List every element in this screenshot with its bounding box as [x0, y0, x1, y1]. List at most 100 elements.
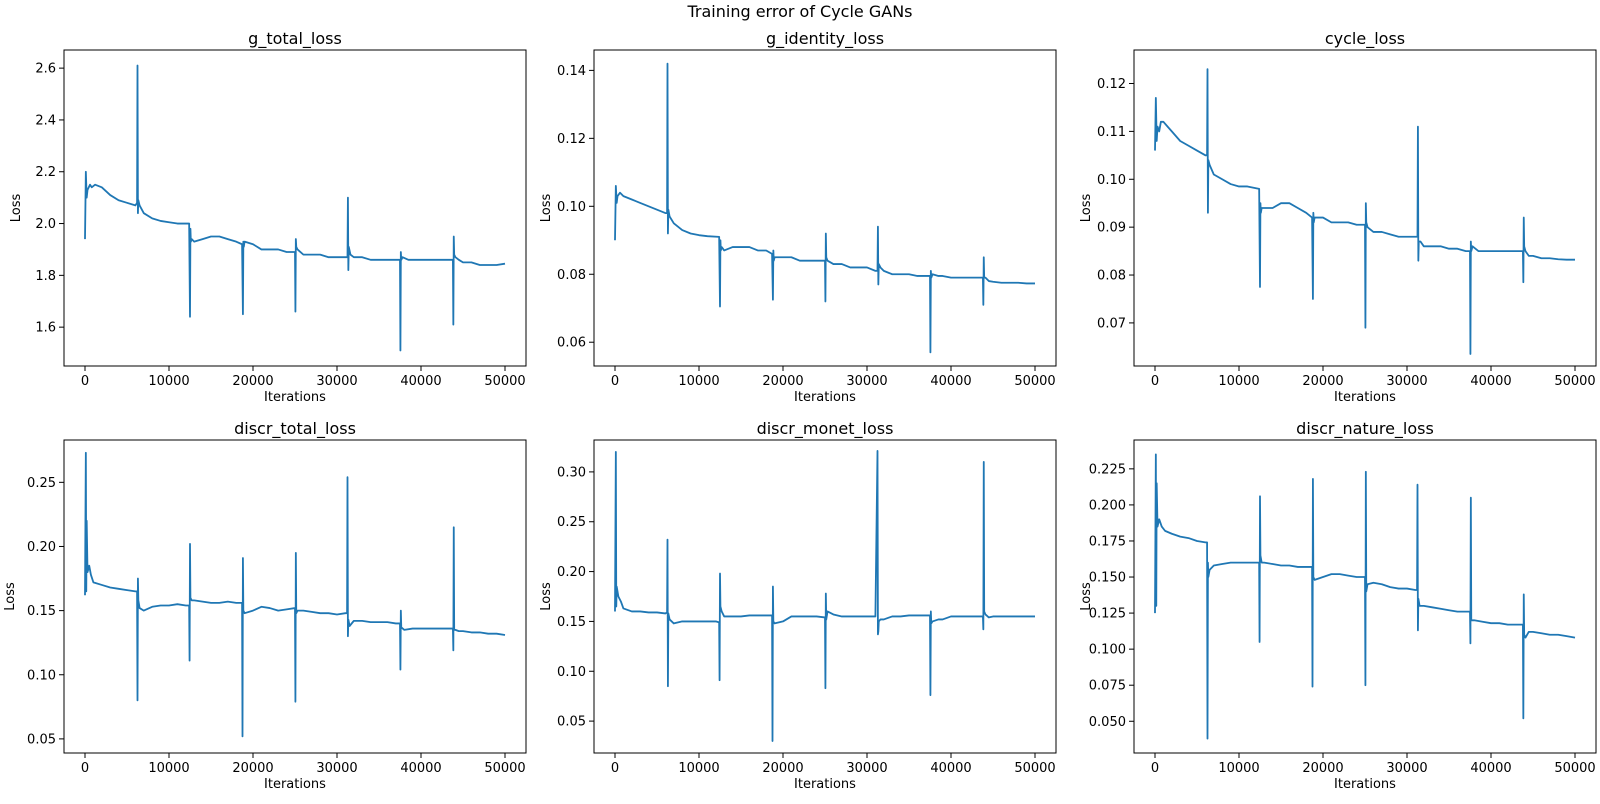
- axes-frame: [63, 439, 527, 754]
- y-tick-label: 0.09: [1097, 221, 1126, 236]
- x-tick-label: 50000: [1014, 374, 1055, 389]
- x-tick-label: 50000: [1554, 374, 1595, 389]
- x-axis-label: Iterations: [794, 390, 856, 405]
- y-tick-label: 0.11: [1097, 125, 1126, 140]
- x-tick-label: 0: [1151, 761, 1159, 776]
- subplot-cycle-loss: cycle_loss 0 10000 20000 30000 40000 50000 0.07…: [1079, 29, 1597, 405]
- y-tick-label: 0.050: [1089, 715, 1126, 730]
- y-tick-label: 0.05: [557, 715, 586, 730]
- series-line: [614, 450, 1035, 742]
- y-tick-label: 1.6: [35, 321, 56, 336]
- axes-frame: [63, 49, 527, 367]
- y-tick-label: 0.25: [27, 476, 56, 491]
- y-tick-label: 0.30: [557, 465, 586, 480]
- x-tick-label: 10000: [1218, 761, 1259, 776]
- y-tick-label: 0.10: [1097, 173, 1126, 188]
- x-tick-label: 20000: [762, 761, 803, 776]
- y-axis-label: Loss: [1079, 582, 1094, 611]
- subplot-title: discr_total_loss: [234, 419, 356, 439]
- y-tick-label: 0.25: [557, 515, 586, 530]
- y-tick-label: 2.6: [35, 62, 56, 77]
- y-tick-label: 0.10: [27, 668, 56, 683]
- x-tick-label: 30000: [1386, 761, 1427, 776]
- series-line: [614, 62, 1035, 354]
- y-tick-label: 2.0: [35, 217, 56, 232]
- x-tick-label: 0: [1151, 374, 1159, 389]
- y-axis-label: Loss: [539, 194, 554, 223]
- x-tick-label: 30000: [846, 374, 887, 389]
- x-tick-label: 30000: [316, 761, 357, 776]
- y-tick-label: 0.08: [557, 268, 586, 283]
- y-tick-label: 0.15: [557, 615, 586, 630]
- y-axis-label: Loss: [1079, 194, 1094, 223]
- x-tick-label: 40000: [930, 374, 971, 389]
- x-axis-label: Iterations: [1334, 777, 1396, 792]
- x-tick-label: 20000: [1302, 761, 1343, 776]
- x-axis-label: Iterations: [264, 390, 326, 405]
- y-axis-label: Loss: [9, 194, 24, 223]
- x-tick-label: 0: [611, 374, 619, 389]
- subplot-discr-total-loss: discr_total_loss 0 10000 20000 30000 40000 500…: [3, 419, 527, 792]
- subplot-title: g_identity_loss: [766, 29, 884, 49]
- subplot-title: g_total_loss: [248, 29, 342, 49]
- series-line: [1154, 68, 1575, 355]
- x-tick-label: 50000: [484, 761, 525, 776]
- x-tick-label: 50000: [1014, 761, 1055, 776]
- series-line: [84, 64, 506, 352]
- axes-frame: [1133, 49, 1597, 367]
- x-tick-label: 20000: [232, 374, 273, 389]
- axes-frame: [593, 49, 1057, 367]
- figure-suptitle: Training error of Cycle GANs: [687, 2, 913, 21]
- y-tick-label: 0.06: [557, 336, 586, 351]
- x-tick-label: 40000: [930, 761, 971, 776]
- y-tick-label: 2.4: [35, 113, 56, 128]
- x-tick-label: 30000: [316, 374, 357, 389]
- x-tick-label: 40000: [400, 374, 441, 389]
- y-tick-label: 1.8: [35, 269, 56, 284]
- y-tick-label: 0.10: [557, 200, 586, 215]
- x-tick-label: 0: [81, 374, 89, 389]
- x-tick-label: 20000: [232, 761, 273, 776]
- x-tick-label: 10000: [678, 761, 719, 776]
- series-line: [1154, 453, 1576, 740]
- y-tick-label: 0.07: [1097, 316, 1126, 331]
- subplot-g-identity-loss: g_identity_loss 0 10000 20000 30000 40000 5000…: [539, 29, 1057, 405]
- x-tick-label: 40000: [1470, 374, 1511, 389]
- x-tick-label: 20000: [1302, 374, 1343, 389]
- y-tick-label: 0.175: [1089, 534, 1126, 549]
- x-tick-label: 20000: [762, 374, 803, 389]
- y-tick-label: 0.12: [557, 132, 586, 147]
- subplot-title: discr_nature_loss: [1296, 419, 1434, 439]
- x-tick-label: 50000: [1554, 761, 1595, 776]
- x-tick-label: 40000: [400, 761, 441, 776]
- x-tick-label: 10000: [148, 761, 189, 776]
- y-tick-label: 0.14: [557, 64, 586, 79]
- y-axis-label: Loss: [539, 582, 554, 611]
- y-tick-label: 0.150: [1089, 571, 1126, 586]
- y-axis-label: Loss: [3, 582, 18, 611]
- y-tick-label: 0.225: [1089, 462, 1126, 477]
- axes-frame: [1133, 439, 1597, 754]
- x-tick-label: 40000: [1470, 761, 1511, 776]
- x-axis-label: Iterations: [794, 777, 856, 792]
- x-tick-label: 10000: [1218, 374, 1259, 389]
- y-tick-label: 2.2: [35, 165, 56, 180]
- subplot-title: discr_monet_loss: [757, 419, 894, 439]
- subplot-discr-monet-loss: discr_monet_loss 0 10000 20000 30000 40000 500…: [539, 419, 1057, 792]
- x-tick-label: 30000: [1386, 374, 1427, 389]
- x-tick-label: 50000: [484, 374, 525, 389]
- y-tick-label: 0.125: [1089, 607, 1126, 622]
- series-line: [84, 451, 506, 738]
- y-tick-label: 0.15: [27, 604, 56, 619]
- y-tick-label: 0.100: [1089, 643, 1126, 658]
- x-tick-label: 30000: [846, 761, 887, 776]
- subplot-g-total-loss: g_total_loss 0 10000 20000 30000 40000 50000 1.…: [9, 29, 527, 405]
- x-axis-label: Iterations: [264, 777, 326, 792]
- y-tick-label: 0.200: [1089, 498, 1126, 513]
- y-tick-label: 0.12: [1097, 77, 1126, 92]
- y-tick-label: 0.08: [1097, 269, 1126, 284]
- y-tick-label: 0.20: [557, 565, 586, 580]
- subplot-discr-nature-loss: discr_nature_loss 0 10000 20000 30000 40000 50…: [1079, 419, 1597, 792]
